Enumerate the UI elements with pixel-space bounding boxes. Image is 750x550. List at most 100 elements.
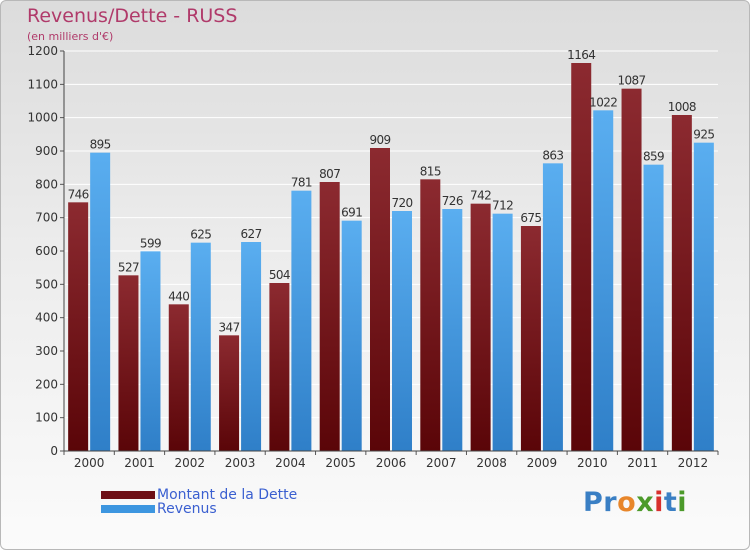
grid-lines — [64, 50, 718, 419]
bars — [68, 63, 714, 452]
bar-debt — [571, 63, 592, 451]
y-tick-label: 1200 — [27, 44, 58, 58]
bar-debt — [420, 179, 441, 452]
data-label-revenus: 859 — [643, 150, 664, 164]
bar-debt — [671, 115, 692, 451]
logo-letter: x — [636, 487, 655, 518]
data-label-revenus: 712 — [492, 199, 513, 213]
data-label-debt: 807 — [319, 167, 340, 181]
proxiti-logo: Proxiti — [583, 487, 687, 518]
x-tick-label: 2005 — [325, 456, 356, 470]
logo-letter: t — [663, 487, 678, 518]
data-label-debt: 1164 — [567, 48, 595, 62]
data-label-debt: 675 — [520, 211, 541, 225]
bar-debt — [319, 182, 340, 451]
x-tick-label: 2011 — [627, 456, 658, 470]
bar-debt — [470, 203, 491, 451]
data-label-revenus: 599 — [140, 236, 161, 250]
chart-title: Revenus/Dette - RUSS — [27, 5, 238, 27]
y-tick-label: 600 — [35, 244, 58, 258]
data-label-revenus: 925 — [693, 128, 714, 142]
legend-item-debt: Montant de la Dette — [101, 487, 297, 503]
data-label-debt: 815 — [420, 164, 441, 178]
bar-revenus — [542, 163, 563, 452]
bar-revenus — [140, 251, 161, 451]
x-tick-label: 2000 — [74, 456, 105, 470]
x-tick-label: 2003 — [225, 456, 256, 470]
y-axis-ticks: 0 100 200 300 400 500 600 700 800 900 1000 1100 1200 — [27, 44, 64, 458]
x-tick-label: 2007 — [426, 456, 457, 470]
legend-label-debt: Montant de la Dette — [157, 487, 298, 503]
x-tick-label: 2001 — [124, 456, 155, 470]
data-label-revenus: 1022 — [589, 95, 617, 109]
y-tick-label: 500 — [35, 277, 58, 291]
bar-revenus — [492, 213, 513, 451]
bar-revenus — [241, 242, 262, 451]
bar-revenus — [643, 164, 664, 451]
x-tick-label: 2006 — [376, 456, 407, 470]
y-tick-label: 900 — [35, 144, 58, 158]
logo-letter: o — [617, 487, 637, 518]
y-tick-label: 700 — [35, 211, 58, 225]
bar-debt — [168, 304, 189, 451]
bar-revenus — [291, 190, 312, 451]
data-label-debt: 742 — [470, 189, 491, 203]
bar-debt — [219, 335, 240, 451]
logo-letter: i — [654, 487, 664, 518]
x-tick-label: 2012 — [678, 456, 709, 470]
bar-revenus — [442, 209, 463, 451]
logo-letter: P — [583, 487, 604, 518]
y-tick-label: 400 — [35, 311, 58, 325]
legend-swatch-revenus — [101, 505, 155, 513]
y-tick-label: 1100 — [27, 77, 58, 91]
x-axis-ticks: 2000 2001 2002 2003 2004 2005 2006 2007 2008 2009… — [63, 451, 719, 470]
bar-revenus — [341, 220, 362, 451]
y-tick-label: 100 — [35, 411, 58, 425]
y-tick-label: 0 — [50, 444, 58, 458]
bar-revenus — [392, 211, 412, 451]
y-tick-label: 800 — [35, 177, 58, 191]
legend-swatch-debt — [101, 491, 155, 499]
data-label-debt: 909 — [369, 133, 390, 147]
data-label-debt: 347 — [219, 320, 240, 334]
data-label-revenus: 625 — [190, 228, 211, 242]
x-tick-label: 2010 — [577, 456, 608, 470]
bar-revenus — [90, 152, 111, 451]
y-tick-label: 200 — [35, 377, 58, 391]
data-label-revenus: 691 — [341, 206, 362, 220]
logo-letter: r — [603, 487, 618, 518]
data-label-debt: 440 — [168, 289, 189, 303]
x-tick-label: 2004 — [275, 456, 306, 470]
bar-debt — [68, 202, 89, 451]
data-label-debt: 1087 — [617, 74, 645, 88]
data-label-revenus: 895 — [90, 138, 111, 152]
legend-label-revenus: Revenus — [157, 501, 217, 517]
bar-revenus — [693, 142, 714, 451]
data-label-debt: 746 — [68, 187, 89, 201]
data-label-revenus: 627 — [241, 227, 262, 241]
data-label-debt: 527 — [118, 260, 139, 274]
data-label-revenus: 781 — [291, 176, 312, 190]
bar-debt — [269, 283, 290, 451]
bar-debt — [621, 88, 642, 452]
y-tick-label: 1000 — [27, 111, 58, 125]
data-label-revenus: 863 — [542, 148, 563, 162]
y-tick-label: 300 — [35, 344, 58, 358]
bar-revenus — [593, 110, 614, 451]
data-label-revenus: 720 — [391, 196, 412, 210]
bar-debt — [520, 226, 541, 451]
data-label-revenus: 726 — [442, 194, 463, 208]
data-label-debt: 1008 — [668, 100, 696, 114]
bar-debt — [370, 148, 390, 451]
x-tick-label: 2009 — [527, 456, 558, 470]
x-tick-label: 2008 — [476, 456, 507, 470]
bar-debt — [118, 275, 139, 451]
chart-subtitle: (en milliers d'€) — [27, 30, 114, 43]
logo-letter: i — [677, 487, 688, 518]
data-label-debt: 504 — [269, 268, 290, 282]
legend-item-revenus: Revenus — [101, 501, 217, 517]
bar-revenus — [190, 242, 211, 451]
